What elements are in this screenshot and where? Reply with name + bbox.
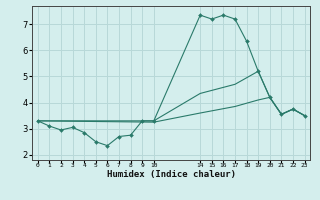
X-axis label: Humidex (Indice chaleur): Humidex (Indice chaleur) xyxy=(107,170,236,179)
